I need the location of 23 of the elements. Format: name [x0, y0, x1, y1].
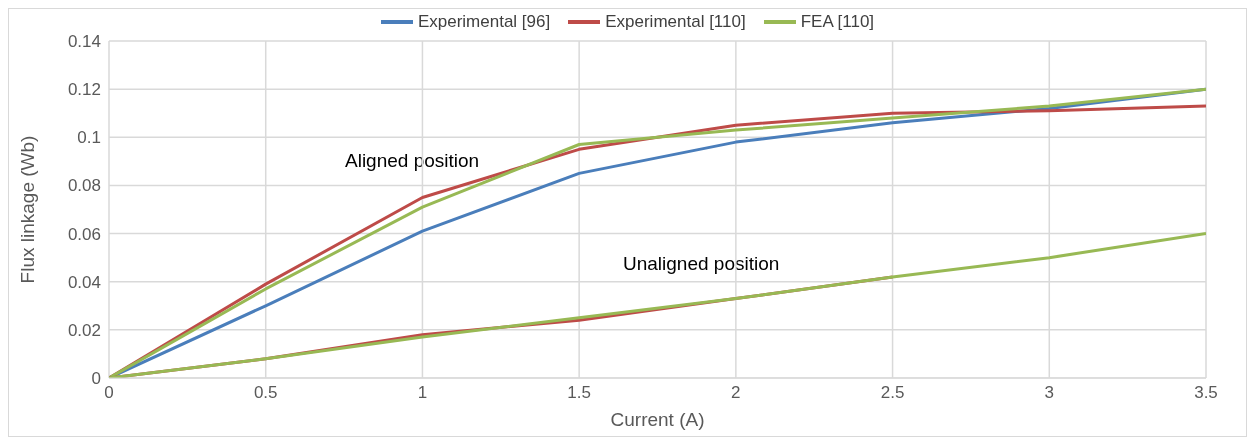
y-tick-label: 0.06	[67, 224, 101, 244]
y-tick-label: 0.08	[67, 176, 101, 196]
annotation: Aligned position	[345, 150, 480, 172]
x-tick-label: 2.5	[880, 383, 905, 403]
x-tick-label: 3	[1044, 383, 1055, 403]
legend-label: Experimental [110]	[605, 12, 746, 32]
x-axis-title: Current (A)	[610, 409, 705, 430]
x-tick-label: 0	[104, 383, 114, 403]
y-tick-label: 0.04	[67, 272, 101, 292]
x-tick-label: 3.5	[1194, 383, 1218, 403]
x-tick-label: 1.5	[567, 383, 591, 403]
legend-label: FEA [110]	[800, 12, 875, 32]
y-tick-label: 0.14	[67, 32, 101, 52]
y-tick-label: 0.12	[67, 80, 101, 100]
annotation: Unaligned position	[623, 253, 780, 275]
y-tick-label: 0.02	[67, 320, 101, 340]
x-tick-label: 1	[417, 383, 428, 403]
y-tick-label: 0.1	[77, 128, 101, 148]
legend-label: Experimental [96]	[417, 12, 551, 32]
y-tick-label: 0	[91, 369, 101, 389]
x-tick-label: 2	[731, 383, 741, 403]
x-tick-label: 0.5	[253, 383, 278, 403]
y-axis-title: Flux linkage (Wb)	[16, 135, 38, 284]
